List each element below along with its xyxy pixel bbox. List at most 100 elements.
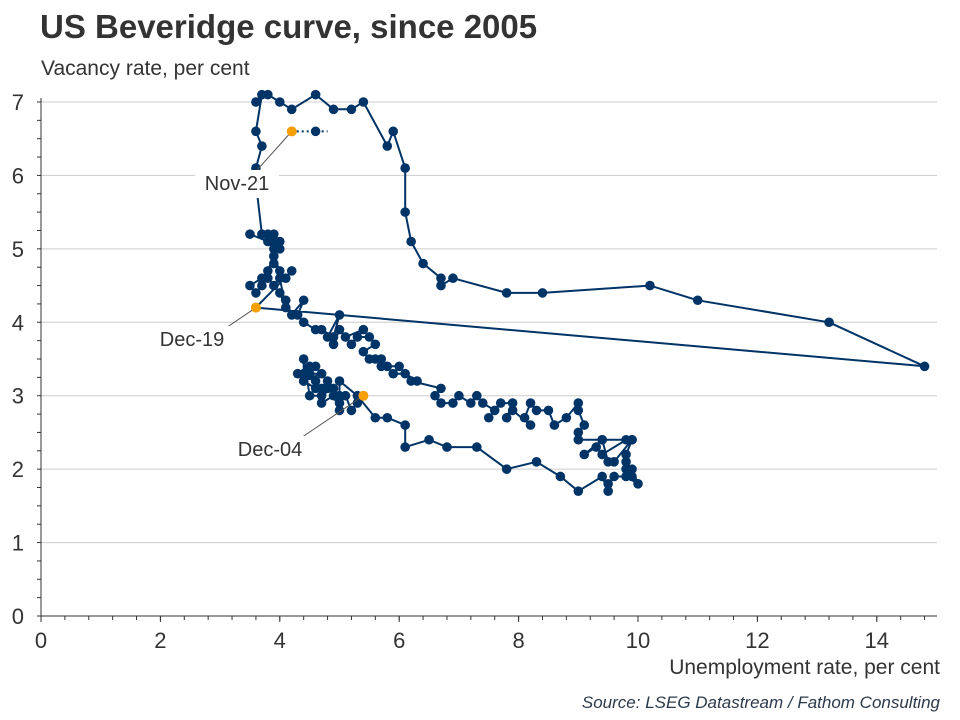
- data-point: [286, 104, 297, 115]
- data-point: [501, 412, 512, 423]
- data-point: [298, 376, 309, 386]
- x-tick-label: 14: [865, 628, 889, 653]
- data-point: [251, 97, 261, 107]
- data-point: [358, 97, 369, 107]
- chart-title: US Beveridge curve, since 2005: [40, 8, 538, 45]
- data-point: [621, 456, 631, 467]
- data-point: [364, 354, 375, 364]
- annotations: Nov-21 Dec-19 Dec-04: [150, 126, 369, 464]
- data-point: [561, 412, 572, 423]
- y-tick-label: 7: [12, 90, 24, 115]
- y-tick-label: 6: [12, 163, 24, 188]
- data-point: [495, 398, 506, 408]
- data-point: [603, 479, 613, 489]
- data-point: [609, 456, 619, 467]
- data-point: [489, 405, 500, 416]
- data-point: [275, 97, 285, 107]
- latest-data-point: [310, 126, 321, 137]
- data-point: [257, 280, 267, 291]
- source-note: Source: LSEG Datastream / Fathom Consult…: [581, 693, 940, 712]
- data-point: [412, 376, 422, 386]
- data-point: [507, 398, 518, 408]
- data-point: [573, 486, 584, 496]
- data-point: [406, 236, 416, 247]
- data-point: [537, 288, 548, 298]
- data-point: [579, 449, 590, 460]
- x-tick-label: 0: [35, 628, 47, 653]
- data-point: [352, 398, 363, 408]
- data-point: [525, 420, 536, 430]
- x-axis-title: Unemployment rate, per cent: [669, 656, 940, 679]
- data-point: [597, 471, 607, 482]
- data-point: [448, 398, 458, 408]
- data-point: [280, 302, 291, 313]
- data-point: [388, 368, 399, 379]
- data-point: [310, 89, 321, 100]
- data-point: [507, 405, 518, 416]
- data-point: [692, 295, 703, 306]
- x-tick-label: 8: [512, 628, 524, 653]
- data-point: [352, 332, 363, 342]
- highlight-point: [358, 390, 369, 401]
- data-point: [436, 398, 446, 408]
- data-point: [919, 361, 930, 372]
- data-point: [400, 207, 410, 217]
- y-axis-title: Vacancy rate, per cent: [41, 57, 250, 80]
- data-point: [472, 442, 482, 452]
- data-point: [603, 486, 613, 496]
- data-point: [334, 390, 345, 401]
- data-point: [257, 273, 267, 284]
- data-point: [627, 434, 637, 445]
- highlight-point: [286, 126, 297, 137]
- data-point: [304, 390, 315, 401]
- y-tick-label: 1: [12, 531, 24, 556]
- data-point: [263, 236, 273, 247]
- data-point: [275, 266, 285, 276]
- highlight-point: [250, 302, 261, 313]
- data-point: [245, 229, 255, 239]
- annotation-label-background: [228, 436, 312, 464]
- data-point: [269, 244, 279, 254]
- data-point: [263, 229, 273, 239]
- annotation-label: Dec-04: [238, 439, 302, 461]
- data-point: [304, 361, 315, 372]
- data-point: [483, 412, 494, 423]
- data-point: [370, 339, 381, 350]
- data-point: [579, 420, 590, 430]
- data-point: [245, 280, 255, 291]
- x-tick-label: 6: [393, 628, 405, 653]
- data-point: [286, 310, 297, 320]
- annotation-label: Dec-19: [160, 329, 224, 351]
- data-point: [394, 361, 405, 372]
- data-point: [525, 398, 536, 408]
- data-point: [280, 273, 291, 284]
- data-point: [257, 141, 267, 151]
- data-point: [436, 383, 446, 394]
- data-point: [531, 405, 542, 416]
- y-tick-label: 2: [12, 457, 24, 482]
- data-point: [645, 280, 655, 291]
- data-point: [382, 412, 393, 423]
- annotation-label: Nov-21: [205, 173, 269, 195]
- data-point: [316, 383, 327, 394]
- data-point: [418, 258, 428, 269]
- data-point: [334, 310, 345, 320]
- annotation-label-background: [195, 170, 279, 198]
- data-point: [436, 273, 446, 284]
- data-point: [340, 332, 351, 342]
- data-point: [621, 464, 631, 474]
- data-point: [573, 405, 584, 416]
- data-point: [322, 376, 333, 386]
- data-point: [334, 324, 345, 335]
- data-point: [280, 295, 291, 306]
- data-point: [549, 420, 560, 430]
- data-point: [573, 434, 584, 445]
- x-tick-label: 4: [274, 628, 286, 653]
- data-point: [275, 288, 285, 298]
- gridlines: [41, 101, 937, 544]
- data-point: [597, 434, 607, 445]
- data-point: [466, 398, 476, 408]
- y-tick-label: 0: [12, 604, 24, 629]
- data-point: [591, 442, 602, 452]
